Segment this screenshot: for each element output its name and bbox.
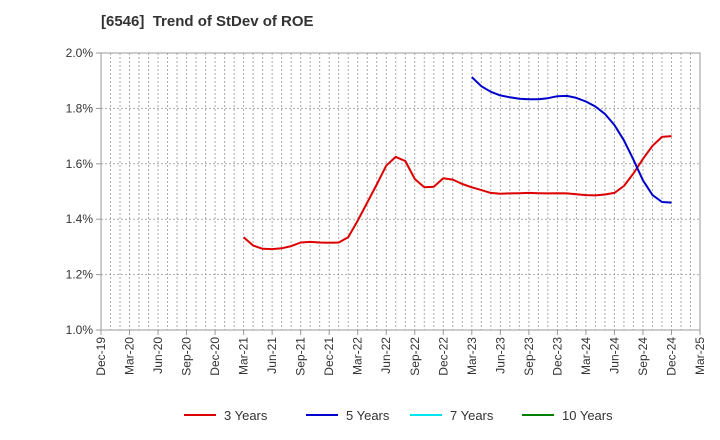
x-tick-label: Dec-23 bbox=[550, 337, 564, 376]
y-tick-label: 2.0% bbox=[66, 46, 94, 60]
x-tick-label: Dec-22 bbox=[436, 337, 450, 376]
legend-label: 7 Years bbox=[450, 408, 494, 423]
series-lines bbox=[242, 76, 672, 251]
y-tick-label: 1.0% bbox=[66, 323, 94, 337]
x-tick-label: Mar-20 bbox=[123, 337, 137, 375]
x-tick-label: Mar-21 bbox=[237, 337, 251, 375]
x-tick-label: Dec-19 bbox=[94, 337, 108, 376]
y-tick-label: 1.2% bbox=[66, 268, 94, 282]
x-tick-label: Jun-24 bbox=[607, 337, 621, 374]
plot-area bbox=[101, 53, 700, 330]
plot-border bbox=[100, 52, 701, 331]
x-tick-label: Jun-23 bbox=[493, 337, 507, 374]
x-tick-label: Mar-23 bbox=[465, 337, 479, 375]
x-tick-label: Mar-25 bbox=[693, 337, 707, 375]
x-tick-label: Dec-21 bbox=[322, 337, 336, 376]
x-tick-label: Mar-22 bbox=[351, 337, 365, 375]
legend: 3 Years 5 Years 7 Years 10 Years bbox=[184, 408, 613, 423]
x-tick-label: Sep-22 bbox=[408, 337, 422, 376]
x-tick-label: Mar-24 bbox=[579, 337, 593, 375]
x-tick-label: Jun-21 bbox=[265, 337, 279, 374]
series-line bbox=[471, 76, 672, 204]
legend-label: 5 Years bbox=[346, 408, 390, 423]
legend-label: 3 Years bbox=[224, 408, 268, 423]
x-tick-label: Sep-24 bbox=[636, 337, 650, 376]
x-tick-label: Jun-22 bbox=[379, 337, 393, 374]
x-tick-label: Sep-20 bbox=[180, 337, 194, 376]
y-tick-label: 1.4% bbox=[66, 212, 94, 226]
axis-ticks: 1.0% 1.2% 1.4% 1.6% 1.8% 2.0% Dec-19 Mar-20 Jun-… bbox=[66, 46, 707, 376]
y-tick-label: 1.8% bbox=[66, 101, 94, 115]
x-tick-label: Dec-24 bbox=[664, 337, 678, 376]
series-line bbox=[242, 135, 672, 251]
chart-title: [6546] Trend of StDev of ROE bbox=[101, 13, 314, 30]
legend-label: 10 Years bbox=[562, 408, 613, 423]
y-tick-label: 1.6% bbox=[66, 157, 94, 171]
x-tick-label: Sep-23 bbox=[522, 337, 536, 376]
x-tick-label: Jun-20 bbox=[151, 337, 165, 374]
x-tick-label: Sep-21 bbox=[294, 337, 308, 376]
x-tick-label: Dec-20 bbox=[208, 337, 222, 376]
